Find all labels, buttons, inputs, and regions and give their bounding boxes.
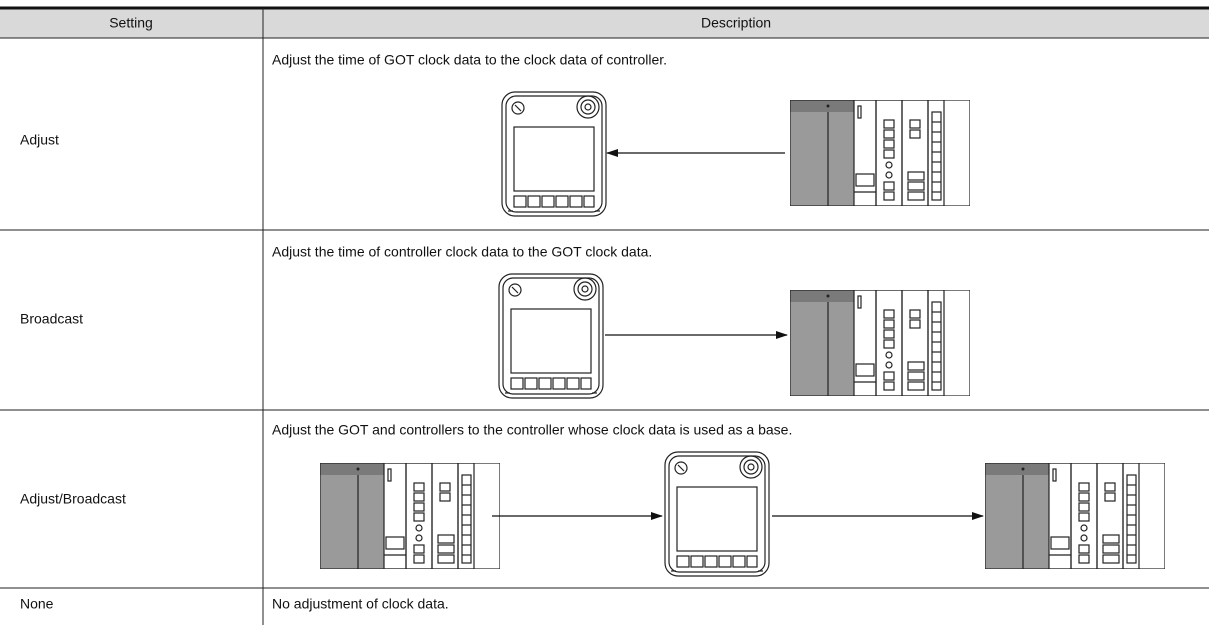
setting-cell: Adjust: [20, 132, 59, 148]
description-cell: Adjust the time of controller clock data…: [272, 244, 652, 260]
controller-icon: [985, 463, 1165, 569]
description-cell: Adjust the GOT and controllers to the co…: [272, 422, 792, 438]
got-icon: [501, 91, 607, 217]
description-cell: No adjustment of clock data.: [272, 596, 449, 612]
header-bg: [0, 9, 1209, 38]
setting-cell: Broadcast: [20, 311, 83, 327]
got-icon: [664, 451, 770, 577]
got-icon: [498, 273, 604, 399]
header-cell: Description: [701, 15, 771, 31]
setting-cell: Adjust/Broadcast: [20, 491, 126, 507]
controller-icon: [320, 463, 500, 569]
controller-icon: [790, 290, 970, 396]
description-cell: Adjust the time of GOT clock data to the…: [272, 52, 667, 68]
header-cell: Setting: [109, 15, 153, 31]
setting-cell: None: [20, 596, 54, 612]
controller-icon: [790, 100, 970, 206]
